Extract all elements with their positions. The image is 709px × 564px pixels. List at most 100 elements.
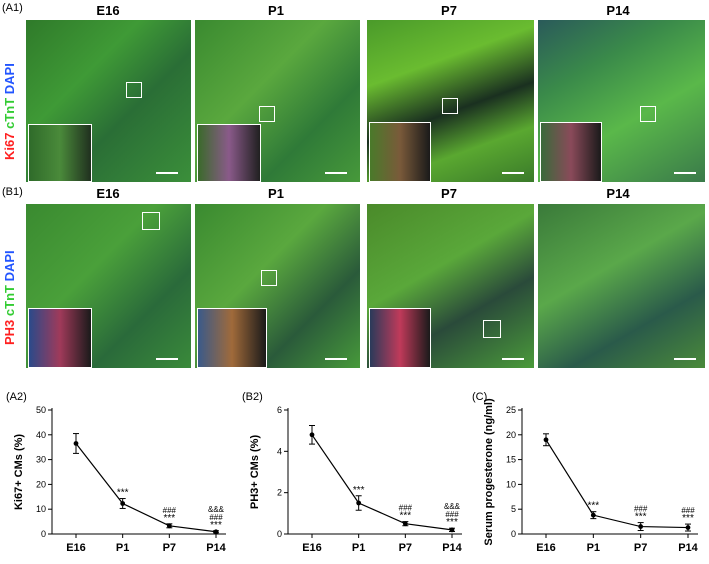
inset-box-b-p7 (483, 320, 501, 338)
x-tick-label: E16 (536, 542, 556, 554)
significance-mark: ### (634, 505, 648, 514)
data-point (543, 437, 549, 443)
data-point (73, 441, 79, 446)
zoom-inset-a-e16 (28, 124, 92, 182)
stage-label-b-p14: P14 (606, 186, 630, 201)
stage-label-a-e16: E16 (96, 3, 120, 18)
panel-label: (C) (472, 391, 487, 403)
micrograph-a-p7 (367, 20, 534, 182)
micrograph-b-p7 (367, 204, 534, 368)
y-tick-label: 2 (277, 488, 282, 498)
micrograph-a-p14 (538, 20, 705, 182)
stage-label-a-p14: P14 (606, 3, 630, 18)
x-tick-label: P7 (163, 542, 176, 554)
significance-mark: *** (635, 512, 647, 523)
significance-mark: *** (587, 501, 599, 512)
data-point (356, 500, 362, 506)
y-tick-label: 40 (36, 430, 46, 440)
y-axis-label: PH3+ CMs (%) (249, 435, 261, 510)
stain-blue-label-a: DAPI (2, 63, 17, 95)
inset-box-a-p14 (640, 106, 656, 122)
micrograph-b-p1 (195, 204, 360, 368)
stain-legend-a: Ki67 cTnT DAPI (2, 63, 17, 160)
panel-label: (B2) (242, 391, 263, 403)
x-tick-label: P7 (399, 542, 412, 554)
stain-green-label-a: cTnT (2, 97, 17, 129)
stage-label-b-p7: P7 (441, 186, 457, 201)
stage-label-b-e16: E16 (96, 186, 120, 201)
data-point (449, 527, 455, 533)
scale-bar-a-p1 (325, 172, 347, 174)
y-tick-label: 0 (277, 529, 282, 539)
scale-bar-b-p7 (502, 358, 524, 360)
stain-red-label-a: Ki67 (2, 132, 17, 160)
scale-bar-a-p7 (502, 172, 524, 174)
micrograph-b-e16 (26, 204, 191, 368)
chart-progesterone: (C) 0 5 10 15 20 25 Serum progesterone (ng/ml) E… (472, 391, 699, 554)
x-tick-label: P14 (678, 542, 698, 554)
data-point (590, 512, 596, 518)
data-point (638, 524, 644, 529)
zoom-inset-a-p7 (369, 122, 431, 182)
zoom-inset-b-e16 (28, 308, 92, 368)
zoom-inset-a-p14 (540, 122, 602, 182)
zoom-inset-b-p1 (197, 308, 267, 368)
scale-bar-b-p1 (325, 358, 347, 360)
stage-label-a-p7: P7 (441, 3, 457, 18)
significance-mark: ### (399, 504, 413, 513)
y-tick-label: 6 (277, 405, 282, 415)
y-tick-label: 0 (41, 529, 46, 539)
x-tick-label: P14 (442, 542, 462, 554)
inset-box-a-p7 (442, 98, 458, 114)
significance-mark: *** (446, 517, 458, 528)
x-tick-label: P1 (587, 542, 600, 554)
stage-label-b-p1: P1 (268, 186, 284, 201)
zoom-inset-b-p7 (369, 308, 431, 368)
significance-mark: ### (209, 513, 223, 522)
x-tick-label: E16 (66, 542, 86, 554)
series-line (311, 434, 453, 531)
y-tick-label: 4 (277, 446, 282, 456)
y-tick-label: 0 (511, 529, 516, 539)
scale-bar-a-e16 (156, 172, 178, 174)
y-tick-label: 30 (36, 455, 46, 465)
x-tick-label: P14 (206, 542, 226, 554)
significance-mark: ### (681, 506, 695, 515)
zoom-inset-a-p1 (197, 124, 261, 182)
data-point (213, 529, 219, 535)
y-tick-label: 5 (511, 504, 516, 514)
y-tick-label: 20 (506, 430, 516, 440)
data-point (120, 501, 126, 506)
significance-mark: *** (353, 485, 365, 496)
micrograph-a-e16 (26, 20, 191, 182)
scale-bar-a-p14 (674, 172, 696, 174)
y-axis-label: Ki67+ CMs (%) (13, 434, 25, 510)
scale-bar-b-p14 (674, 358, 696, 360)
stain-legend-b: PH3 cTnT DAPI (2, 250, 17, 345)
significance-mark: *** (163, 513, 175, 524)
stain-blue-label-b: DAPI (2, 250, 17, 282)
inset-box-b-e16 (142, 212, 160, 230)
data-point (402, 521, 408, 527)
x-tick-label: P1 (116, 542, 129, 554)
stage-label-a-p1: P1 (268, 3, 284, 18)
y-tick-label: 10 (36, 504, 46, 514)
significance-mark: &&& (208, 505, 225, 514)
inset-box-a-e16 (126, 82, 142, 98)
data-point (166, 523, 172, 529)
series-line (545, 439, 689, 529)
y-tick-label: 25 (506, 405, 516, 415)
panel-label-a1: (A1) (2, 2, 23, 14)
panel-label: (A2) (6, 391, 27, 403)
panel-label-b1: (B1) (2, 186, 23, 198)
y-tick-label: 50 (36, 405, 46, 415)
y-axis-label: Serum progesterone (ng/ml) (483, 398, 495, 546)
x-tick-label: E16 (302, 542, 322, 554)
inset-box-b-p1 (261, 270, 277, 286)
significance-mark: ### (445, 510, 459, 519)
significance-mark: *** (682, 513, 694, 524)
data-point (309, 432, 315, 438)
significance-mark: *** (399, 511, 411, 522)
y-tick-label: 20 (36, 479, 46, 489)
inset-box-a-p1 (259, 106, 275, 122)
